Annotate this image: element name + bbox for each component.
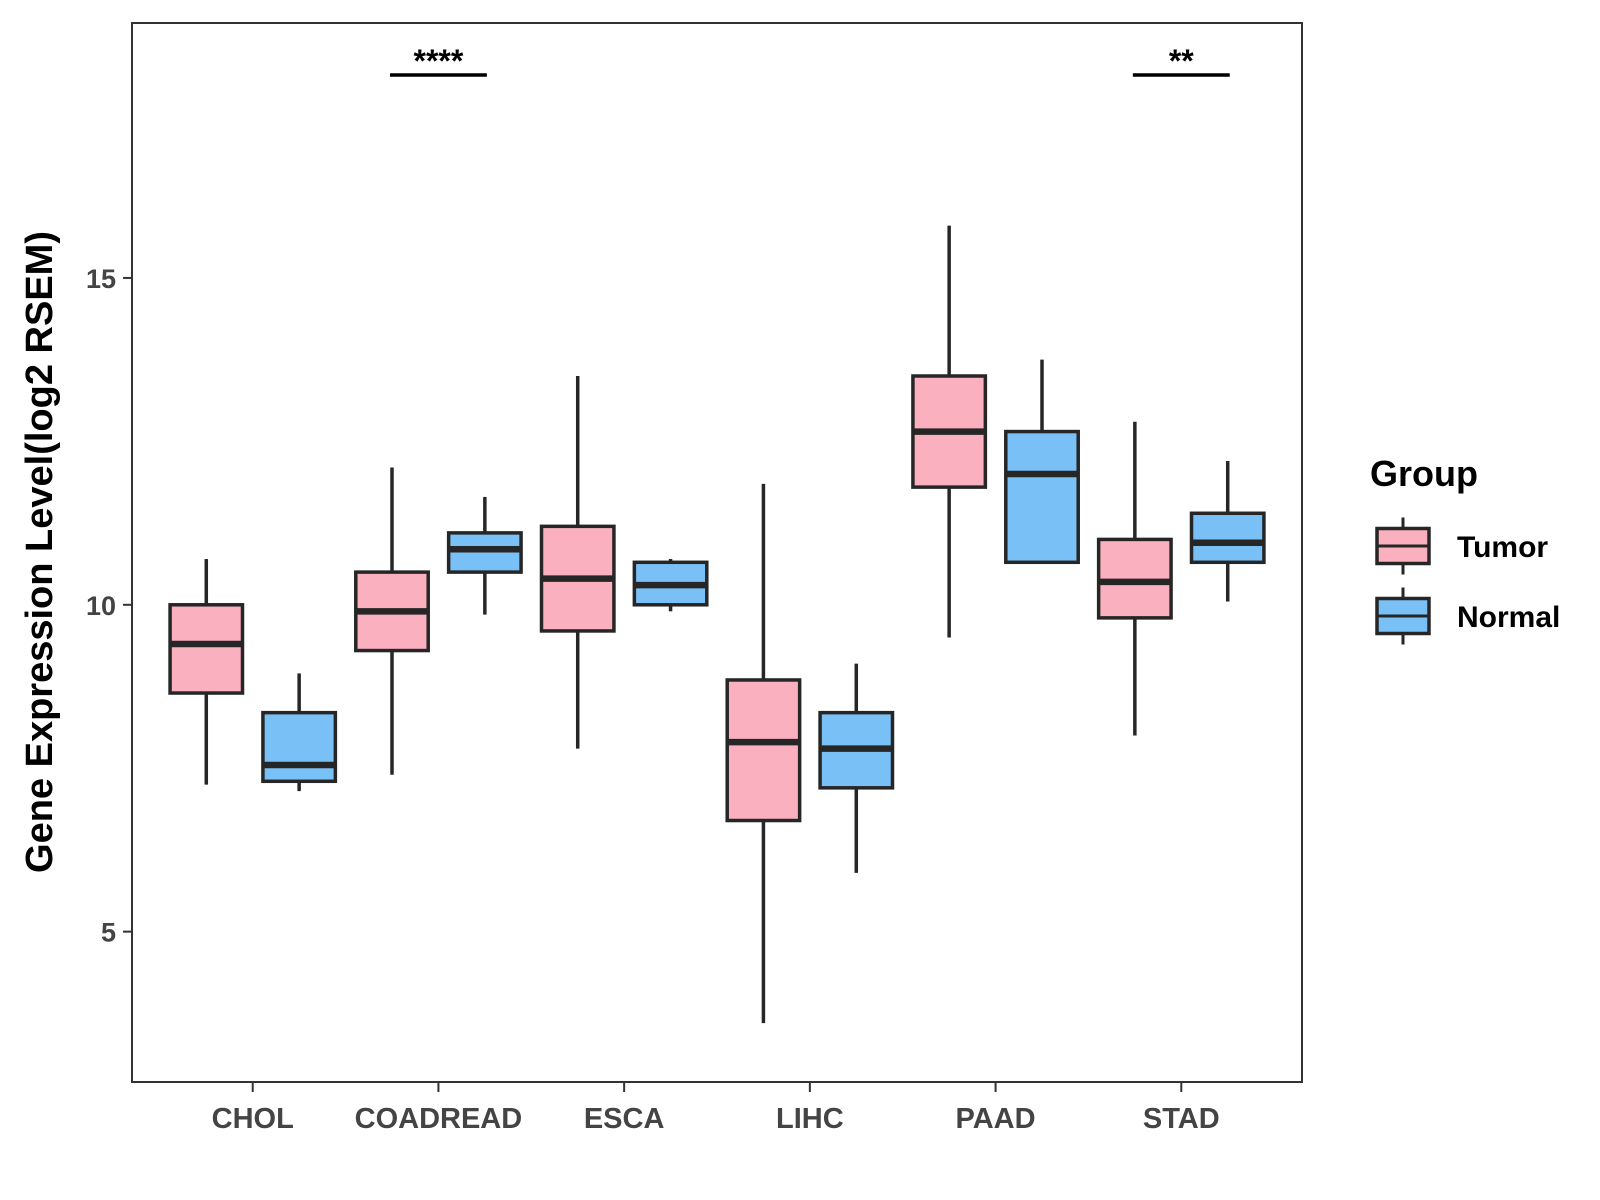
y-tick-label: 5 xyxy=(101,918,116,948)
box-normal xyxy=(818,663,895,873)
box-normal xyxy=(446,496,523,615)
box-tumor xyxy=(1096,421,1173,736)
y-axis-title: Gene Expression Level(log2 RSEM) xyxy=(19,231,61,873)
x-tick-label: PAAD xyxy=(956,1103,1036,1135)
legend-label: Normal xyxy=(1457,601,1560,634)
legend: Group Tumor Normal xyxy=(1370,453,1560,645)
legend-label: Tumor xyxy=(1457,531,1548,564)
y-axis: 5 10 15 xyxy=(86,264,132,948)
x-tick-label: STAD xyxy=(1143,1103,1220,1135)
series-normal xyxy=(261,359,1266,873)
significance-label: ** xyxy=(1169,43,1194,79)
y-tick-label: 10 xyxy=(86,591,116,621)
box-iqr xyxy=(1004,429,1080,565)
box-tumor xyxy=(539,376,616,749)
box-normal xyxy=(261,673,338,792)
box-tumor xyxy=(168,559,245,785)
y-tick-label: 15 xyxy=(86,264,116,294)
x-tick-label: CHOL xyxy=(212,1103,294,1135)
box-iqr xyxy=(1096,537,1173,620)
box-series xyxy=(168,225,1266,1024)
x-tick-label: COADREAD xyxy=(355,1103,523,1135)
legend-item-normal: Normal xyxy=(1375,587,1560,645)
box-normal xyxy=(632,559,709,612)
box-normal xyxy=(1004,359,1080,565)
box-iqr xyxy=(725,678,802,823)
legend-title: Group xyxy=(1370,453,1478,494)
series-tumor xyxy=(168,225,1173,1024)
legend-item-tumor: Tumor xyxy=(1375,517,1548,575)
x-tick-label: LIHC xyxy=(776,1103,844,1135)
x-axis: CHOL COADREAD ESCA LIHC PAAD STAD xyxy=(212,1082,1220,1135)
box-tumor xyxy=(911,225,988,638)
box-normal xyxy=(1189,460,1266,602)
significance-label: **** xyxy=(414,43,464,79)
x-tick-label: ESCA xyxy=(584,1103,665,1135)
significance-annotations: **** ** xyxy=(390,43,1230,79)
box-tumor xyxy=(725,483,802,1024)
box-iqr xyxy=(446,531,523,574)
box-tumor xyxy=(354,467,430,775)
box-iqr xyxy=(1189,511,1266,565)
box-iqr xyxy=(261,710,338,784)
box-iqr xyxy=(168,603,245,695)
